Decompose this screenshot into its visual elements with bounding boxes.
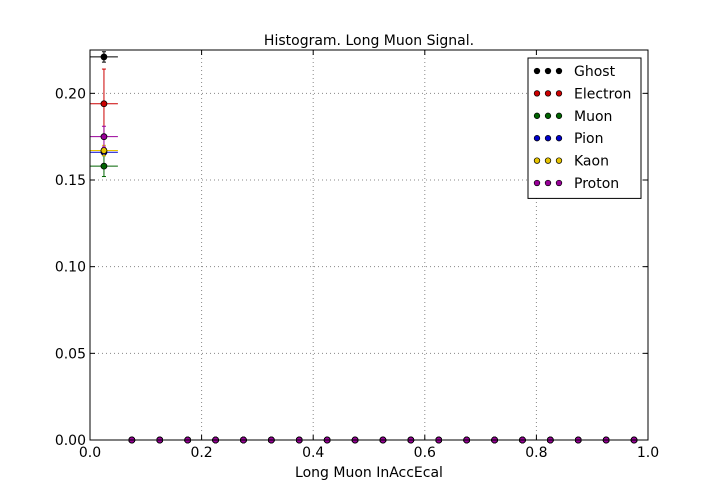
data-point [100, 100, 108, 108]
legend-label: Electron [574, 86, 631, 102]
legend-marker [544, 157, 552, 164]
legend-label: Ghost [574, 64, 616, 80]
legend-marker [555, 135, 563, 142]
plot-frame [89, 49, 649, 441]
x-axis-label: Long Muon InAccEcal [295, 465, 443, 481]
data-point [100, 162, 108, 170]
chart-title: Histogram. Long Muon Signal. [264, 33, 474, 49]
y-tick-label: 0.20 [55, 86, 86, 102]
y-tick-label: 0.15 [55, 173, 86, 189]
legend-marker [533, 112, 541, 119]
legend-label: Muon [574, 109, 612, 125]
x-tick-label: 0.8 [525, 445, 547, 461]
legend-marker [533, 135, 541, 142]
x-tick-label: 0.2 [190, 445, 212, 461]
y-tick-label: 0.10 [55, 260, 86, 276]
legend-marker [544, 112, 552, 119]
legend-marker [533, 67, 541, 75]
legend-marker [544, 67, 552, 75]
legend: Ghost Electron Muon Pion Kaon Proton [527, 57, 642, 199]
legend-marker [555, 157, 563, 164]
legend-marker [544, 179, 552, 187]
legend-marker [533, 179, 541, 187]
legend-marker [544, 90, 552, 97]
legend-marker [533, 90, 541, 97]
y-tick-label: 0.00 [55, 433, 86, 449]
data-point [100, 133, 108, 141]
legend-label: Proton [574, 176, 619, 192]
y-tick-label: 0.05 [55, 346, 86, 362]
legend-marker [533, 157, 541, 164]
legend-label: Kaon [574, 154, 609, 170]
legend-marker [555, 90, 563, 97]
data-point [100, 53, 108, 61]
legend-marker [555, 67, 563, 75]
legend-marker [555, 179, 563, 187]
x-tick-label: 1.0 [637, 445, 659, 461]
legend-marker [544, 135, 552, 142]
axis-ticks: 0.0 0.2 0.4 0.6 0.8 1.0 0.00 0.05 0.10 0.15 0.20 [55, 50, 659, 461]
x-tick-label: 0.4 [302, 445, 324, 461]
x-tick-label: 0.6 [414, 445, 436, 461]
x-tick-label: 0.0 [79, 445, 101, 461]
legend-marker [555, 112, 563, 119]
data-point [100, 147, 108, 154]
legend-label: Pion [574, 131, 603, 147]
legend-box [527, 57, 642, 199]
